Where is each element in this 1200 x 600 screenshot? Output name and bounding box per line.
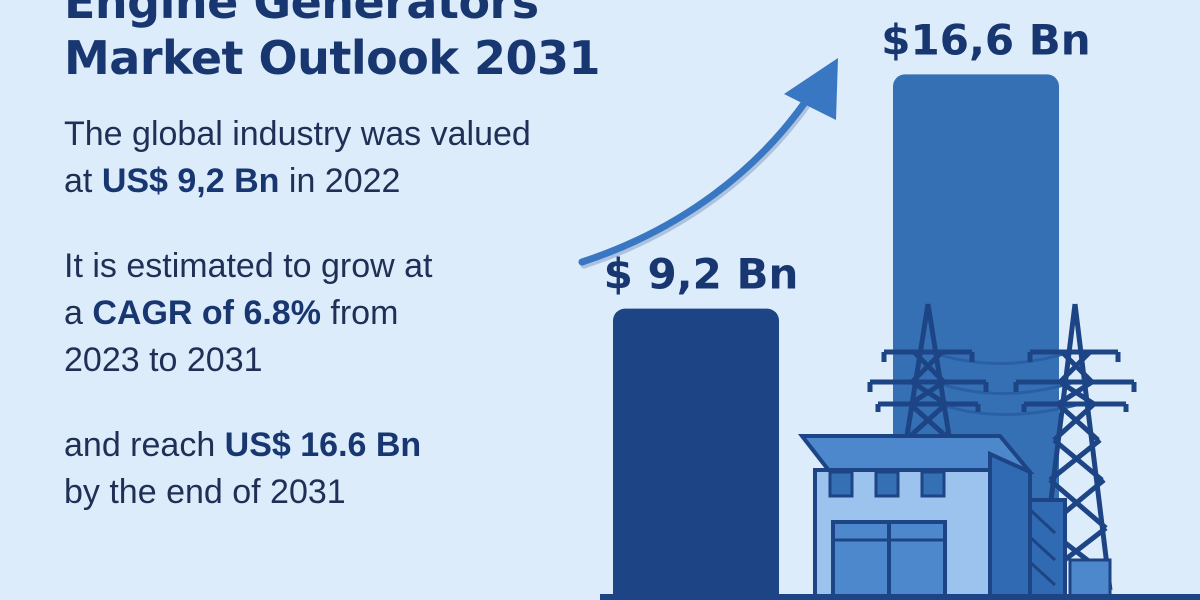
cagr-prefix: a	[64, 294, 93, 332]
cagr-line-1: It is estimated to grow at	[64, 247, 433, 285]
ground-line	[600, 594, 1200, 600]
title-line-1: Engine Generators	[64, 0, 539, 29]
forecast-prefix: and reach	[64, 426, 225, 464]
cagr-line-2: a CAGR of 6.8% from	[64, 290, 433, 337]
valuation-text: The global industry was valued at US$ 9,…	[64, 111, 531, 205]
transmission-tower-icon	[867, 303, 989, 443]
title-block: Engine Generators Market Outlook 2031	[64, 0, 601, 86]
valuation-line-1: The global industry was valued	[64, 115, 531, 153]
page-title: Market Outlook 2031	[64, 31, 601, 85]
cagr-text: It is estimated to grow at a CAGR of 6.8…	[64, 243, 433, 384]
forecast-text: and reach US$ 16.6 Bn by the end of 2031	[64, 422, 421, 516]
valuation-suffix: in 2022	[279, 162, 401, 200]
forecast-value: US$ 16.6 Bn	[224, 426, 422, 464]
forecast-line-1: and reach US$ 16.6 Bn	[64, 422, 421, 469]
bar-2022	[613, 308, 779, 600]
power-plant-building-icon	[797, 434, 1112, 600]
data-label-2022: $ 9,2 Bn	[604, 250, 799, 299]
forecast-line-2: by the end of 2031	[64, 473, 346, 511]
valuation-prefix: at	[64, 162, 102, 200]
data-label-2031: $16,6 Bn	[881, 15, 1090, 64]
cagr-line-3: 2023 to 2031	[64, 341, 263, 379]
valuation-value: US$ 9,2 Bn	[101, 162, 280, 200]
transmission-tower-icon	[1013, 303, 1137, 591]
cagr-suffix: from	[320, 294, 399, 332]
valuation-line-2: at US$ 9,2 Bn in 2022	[64, 158, 531, 205]
growth-arrow-icon	[578, 58, 838, 269]
cagr-value: CAGR of 6.8%	[92, 294, 321, 332]
